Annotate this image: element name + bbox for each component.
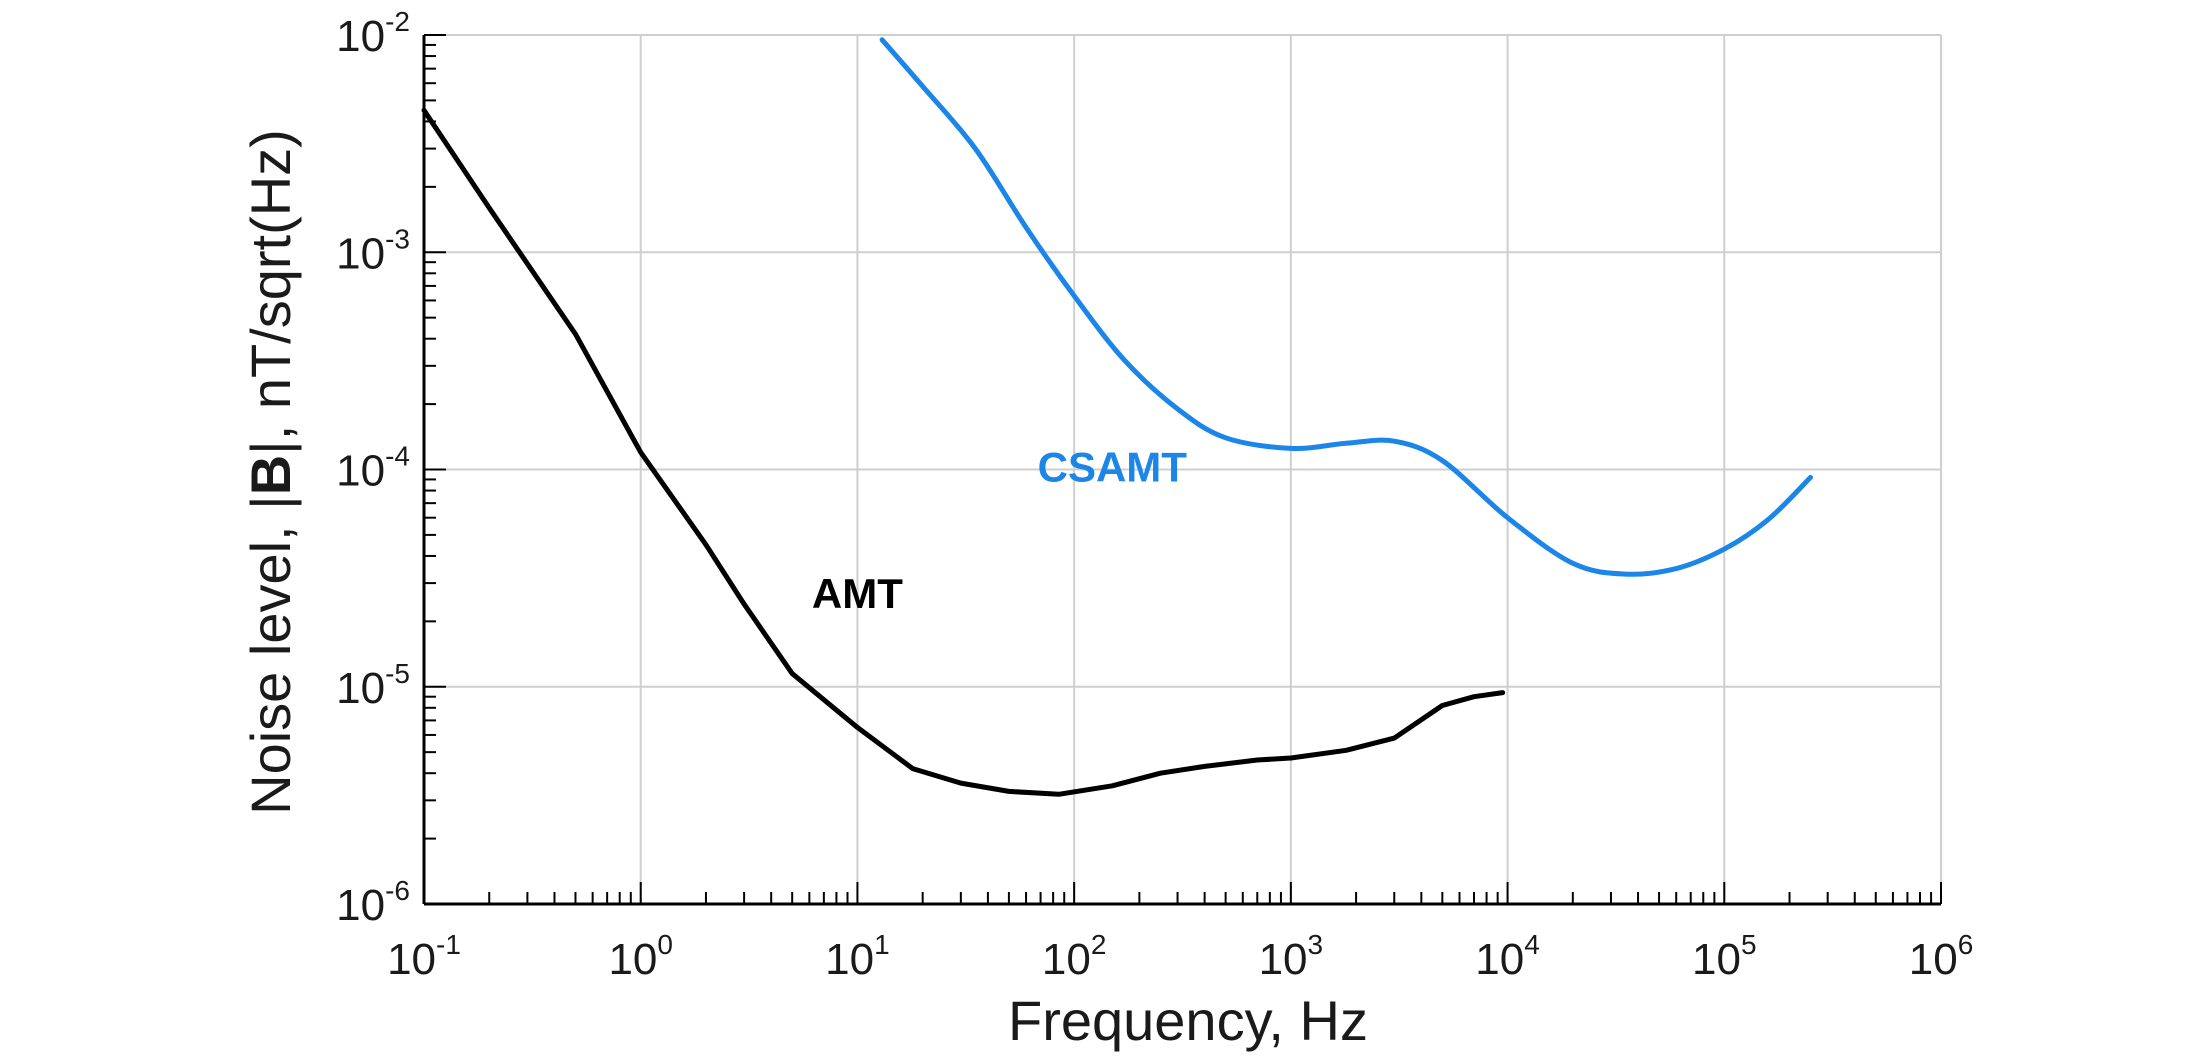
- y-tick-exponent: -4: [385, 441, 410, 472]
- x-tick-exponent: 5: [1741, 929, 1757, 960]
- x-tick-base: 10: [825, 935, 874, 984]
- series-line-csamt: [879, 37, 1813, 577]
- series-annotations: AMT CSAMT: [812, 444, 1187, 618]
- x-tick-label: 100: [608, 929, 673, 984]
- y-tick-base: 10: [336, 881, 385, 930]
- x-tick-exponent: -1: [436, 929, 461, 960]
- x-tick-exponent: 1: [874, 929, 890, 960]
- x-tick-base: 10: [1259, 935, 1308, 984]
- y-tick-base: 10: [336, 229, 385, 278]
- x-tick-label: 10-1: [387, 929, 461, 984]
- y-tick-label: 10-5: [336, 658, 410, 713]
- series-line-amt: [421, 107, 1506, 797]
- y-tick-exponent: -2: [385, 6, 410, 37]
- x-tick-base: 10: [1475, 935, 1524, 984]
- series-label-amt: AMT: [812, 570, 903, 617]
- x-tick-exponent: 4: [1524, 929, 1540, 960]
- x-tick-label: 106: [1909, 929, 1974, 984]
- series-label-csamt: CSAMT: [1038, 444, 1188, 491]
- x-tick-exponent: 3: [1308, 929, 1324, 960]
- x-tick-exponent: 2: [1091, 929, 1107, 960]
- y-tick-base: 10: [336, 447, 385, 496]
- x-tick-base: 10: [1042, 935, 1091, 984]
- y-axis-title-part-2: |, nT/sqrt(Hz): [239, 129, 302, 455]
- x-tick-label: 103: [1259, 929, 1324, 984]
- y-tick-base: 10: [336, 664, 385, 713]
- x-tick-label: 105: [1692, 929, 1757, 984]
- x-tick-label: 104: [1475, 929, 1540, 984]
- y-tick-base: 10: [336, 12, 385, 61]
- y-tick-label: 10-4: [336, 441, 410, 496]
- y-tick-label: 10-2: [336, 6, 410, 61]
- x-tick-label: 101: [825, 929, 890, 984]
- x-tick-base: 10: [608, 935, 657, 984]
- y-axis-title-bold: B: [239, 455, 302, 495]
- x-axis-title: Frequency, Hz: [1008, 989, 1368, 1052]
- tick-labels: 10-1 100 101 102 103 104 105 10610-610-510-410-…: [336, 6, 1973, 984]
- axes: [422, 35, 1941, 906]
- x-tick-base: 10: [1692, 935, 1741, 984]
- y-axis-title: Noise level, |B|, nT/sqrt(Hz): [239, 129, 302, 815]
- x-tick-exponent: 0: [657, 929, 673, 960]
- y-tick-label: 10-3: [336, 223, 410, 278]
- y-tick-exponent: -5: [385, 658, 410, 689]
- y-tick-label: 10-6: [336, 875, 410, 930]
- x-tick-exponent: 6: [1958, 929, 1974, 960]
- series-lines: [421, 37, 1813, 797]
- x-tick-label: 102: [1042, 929, 1107, 984]
- x-tick-base: 10: [1909, 935, 1958, 984]
- y-tick-exponent: -3: [385, 223, 410, 254]
- y-axis-title-part-1: Noise level, |: [239, 495, 302, 815]
- y-tick-exponent: -6: [385, 875, 410, 906]
- x-tick-base: 10: [387, 935, 436, 984]
